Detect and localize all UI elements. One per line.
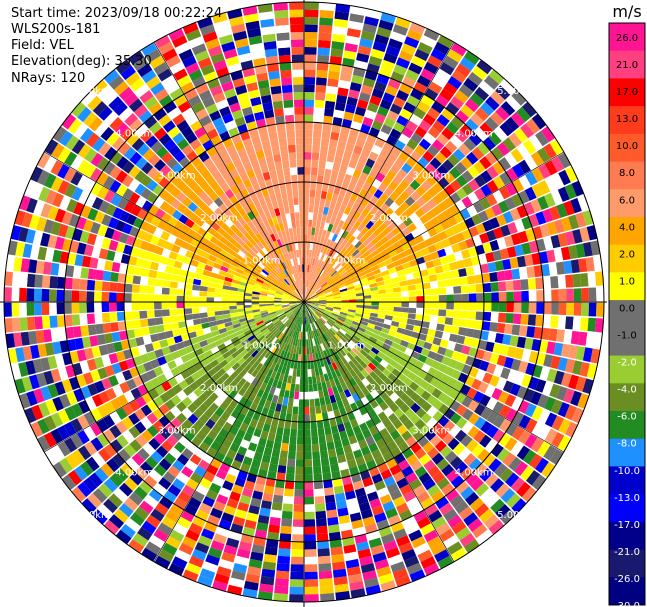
- colorbar-tick-label: 0.0: [619, 304, 635, 315]
- azimuth-spokes: [4, 2, 604, 602]
- colorbar-tick-label: -10.0: [614, 466, 640, 477]
- ring-label: 2.00km: [200, 213, 238, 224]
- spoke-120: [303, 301, 564, 453]
- colorbar-swatch: [609, 217, 645, 246]
- ring-label: 2.00km: [200, 383, 238, 394]
- ring-label: 4.00km: [455, 128, 493, 139]
- colorbar-tick-label: 21.0: [616, 60, 638, 71]
- ring-labels: 1.00km 1.00km 1.00km 1.00km 2.00km 2.00km 2.00…: [73, 86, 535, 521]
- start-time-label: Start time: 2023/09/18 00:22:24: [11, 6, 223, 21]
- colorbar-tick-label: -8.0: [617, 439, 637, 450]
- colorbar-swatch: [609, 23, 645, 52]
- colorbar-swatch: [609, 521, 645, 551]
- colorbar-swatch: [609, 494, 645, 523]
- colorbar-swatch: [609, 411, 645, 440]
- colorbar-swatch: [609, 50, 645, 79]
- colorbar-swatch: [609, 466, 645, 495]
- colorbar-swatch: [609, 549, 645, 578]
- colorbar-swatch: [609, 78, 645, 107]
- colorbar-frame: [608, 22, 646, 606]
- spoke-60: [303, 151, 564, 303]
- colorbar-swatch: [609, 300, 645, 329]
- ring-label: 3.00km: [412, 171, 450, 182]
- colorbar-tick-label: 26.0: [616, 33, 638, 44]
- colorbar-tick-label: 8.0: [619, 168, 635, 179]
- field-label: Field: VEL: [11, 38, 74, 53]
- colorbar-swatch: [609, 244, 645, 273]
- colorbar-swatch: [609, 355, 645, 384]
- colorbar-tick-label: -2.0: [617, 358, 637, 369]
- colorbar-swatch: [609, 577, 645, 606]
- ring-label: 1.00km: [243, 340, 281, 351]
- ring-label: 3.00km: [158, 425, 196, 436]
- ring-label: 1.00km: [243, 256, 281, 267]
- spoke-240: [44, 301, 305, 453]
- nrays-label: NRays: 120: [11, 71, 86, 86]
- colorbar-swatch: [609, 161, 645, 190]
- ring-label: 2.00km: [370, 213, 408, 224]
- colorbar-tick-label: 1.0: [619, 276, 635, 287]
- colorbar-tick-label: 13.0: [616, 114, 638, 125]
- ring-label: 1.00km: [327, 340, 365, 351]
- ring-label: 5.00km: [497, 86, 535, 97]
- colorbar-tick-label: 2.0: [619, 249, 635, 260]
- colorbar-tick-label: -6.0: [617, 412, 637, 423]
- spoke-330: [153, 42, 305, 303]
- ring-label: 4.00km: [115, 468, 153, 479]
- colorbar-unit: m/s: [612, 2, 641, 21]
- ring-label: 3.00km: [412, 425, 450, 436]
- site-name-label: WLS200s-181: [11, 22, 101, 37]
- colorbar-swatch: [609, 272, 645, 301]
- colorbar-swatch: [609, 106, 645, 135]
- ppi-gates: [4, 2, 604, 602]
- spoke-210: [153, 301, 305, 562]
- ppi-plot: 1.00km 1.00km 1.00km 1.00km 2.00km 2.00km 2.00…: [0, 0, 607, 607]
- colorbar-swatch: [609, 189, 645, 218]
- colorbar-tick-label: 10.0: [616, 141, 638, 152]
- colorbar-tick-label: -17.0: [614, 520, 640, 531]
- ring-label: 4.00km: [455, 468, 493, 479]
- ring-label: 2.00km: [370, 383, 408, 394]
- colorbar-tick-label: 4.0: [619, 222, 635, 233]
- colorbar-tick-label: -13.0: [614, 493, 640, 504]
- colorbar-tick-label: -1.0: [617, 331, 637, 342]
- colorbar-tick-label: -4.0: [617, 385, 637, 396]
- elevation-label: Elevation(deg): 35.30: [11, 54, 152, 69]
- ring-label: 5.00km: [497, 510, 535, 521]
- ring-label: 4.00km: [115, 128, 153, 139]
- colorbar-tick-label: -21.0: [614, 547, 640, 558]
- spoke-300: [44, 151, 305, 303]
- ring-label: 1.00km: [327, 256, 365, 267]
- ring-label: 3.00km: [158, 171, 196, 182]
- colorbar-tick-label: -26.0: [614, 574, 640, 585]
- ring-label: 5.00km: [73, 510, 111, 521]
- spoke-150: [303, 301, 455, 562]
- colorbar-swatch: [609, 327, 645, 357]
- colorbar-swatch: [609, 438, 645, 467]
- colorbar-swatch: [609, 383, 645, 412]
- spoke-30: [303, 42, 455, 303]
- colorbar-tick-label: 6.0: [619, 195, 635, 206]
- colorbar-tick-label: 17.0: [616, 87, 638, 98]
- ring-label: 5.00km: [73, 86, 111, 97]
- colorbar-swatch: [609, 133, 645, 163]
- colorbar-tick-label: -30.0: [614, 601, 640, 607]
